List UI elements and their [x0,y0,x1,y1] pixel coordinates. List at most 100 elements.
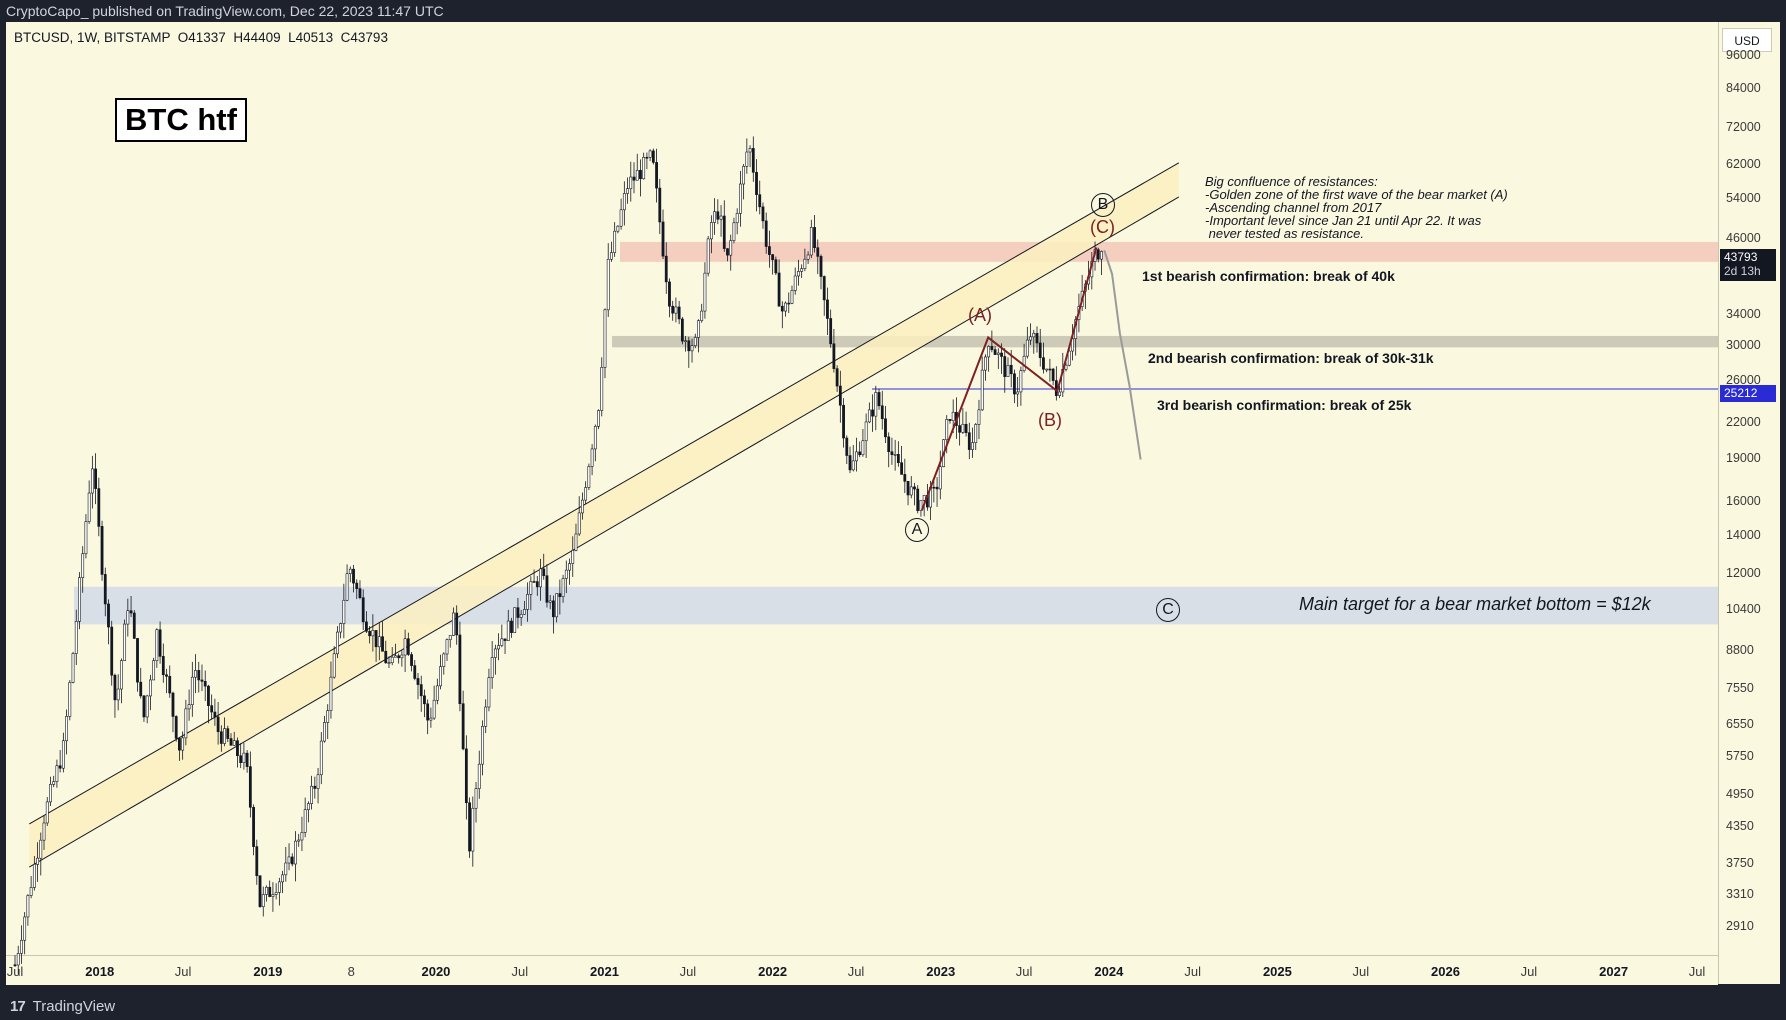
candle-down [1009,364,1013,375]
candle-up [803,258,807,269]
candle-up [348,568,352,574]
x-tick-label: Jul [511,964,529,979]
candle-down [545,575,549,603]
candle-up [232,740,236,746]
candle-up [971,442,974,450]
candle-up [181,737,185,751]
candle-down [726,248,729,256]
candle-up [919,500,923,511]
candle-down [787,302,791,305]
candle-down [365,621,368,632]
candle-down [107,603,110,628]
y-tick-label: 8800 [1726,643,1754,658]
candle-up [274,892,278,895]
candle-down [751,148,755,173]
x-tick-label: Jul [1352,964,1370,979]
y-tick-label: 12000 [1726,565,1761,580]
candle-up [261,894,265,907]
candle-down [419,684,423,697]
projection-path [1103,249,1142,460]
candle-up [977,409,981,425]
candle-up [297,839,301,842]
published-header: CryptoCapo_ published on TradingView.com… [0,0,1786,22]
candle-down [774,259,778,274]
candle-down [890,451,894,455]
candle-up [26,895,30,918]
candle-up [745,151,749,167]
candle-up [790,290,794,304]
candle-up [648,150,652,158]
candle-down [932,486,936,489]
candle-up [126,610,130,625]
candle-down [100,526,104,575]
candle-up [329,676,333,711]
candle-up [619,209,623,227]
y-tick-label: 3310 [1726,886,1754,901]
y-tick-label: 96000 [1726,47,1761,62]
candle-down [94,468,97,489]
candle-down [129,610,133,614]
candle-down [358,588,362,598]
candle-up [635,169,639,181]
candle-up [945,419,949,441]
candle-down [819,256,823,277]
candle-down [661,221,665,257]
candle-down [832,343,836,369]
candle-up [242,752,246,763]
price-axis[interactable] [1718,22,1781,984]
circled-c-label: C [1156,598,1180,622]
x-tick-label: 2021 [590,964,619,979]
candle-down [139,681,143,697]
candle-down [213,711,217,718]
candle-up [32,864,36,888]
candle-down [468,802,471,852]
candle-up [45,801,49,824]
tradingview-logo-icon: 17 [10,998,26,1015]
candle-down [203,681,207,687]
candle-down [842,404,845,439]
candle-down [168,676,172,694]
candle-up [316,774,320,789]
candle-up [116,688,120,701]
candle-up [277,881,281,893]
candle-down [658,187,662,223]
candle-down [755,171,758,195]
candle-up [497,645,500,650]
y-tick-label: 54000 [1726,191,1761,206]
chart-area[interactable] [6,22,1718,984]
candle-down [761,206,765,222]
candle-down [103,574,107,605]
candle-up [377,636,381,648]
candle-up [709,222,713,240]
y-tick-label: 19000 [1726,451,1761,466]
candle-down [510,620,513,633]
candle-down [200,679,204,682]
candle-down [558,593,562,597]
candle-down [871,409,874,417]
bar-countdown: 2d 13h [1724,264,1761,278]
time-axis[interactable] [6,955,1718,985]
level-30k-zone [612,335,1718,348]
candle-up [36,857,39,865]
currency-button[interactable]: USD [1722,28,1772,52]
candle-up [445,639,449,655]
candle-down [165,674,168,677]
candle-up [529,581,533,595]
candle-up [342,599,346,624]
candle-up [1006,364,1010,377]
candle-up [855,451,858,462]
x-tick-label: Jul [6,964,24,979]
candle-down [552,600,555,618]
candle-up [697,320,700,338]
candle-up [564,569,568,579]
candle-up [371,630,375,637]
candle-up [690,345,694,352]
candle-up [23,916,27,941]
candle-down [219,731,223,744]
candle-down [464,748,468,804]
candle-up [477,763,481,789]
candle-up [435,685,439,701]
candle-down [1000,352,1003,357]
candle-down [384,650,388,664]
candle-up [626,188,629,194]
